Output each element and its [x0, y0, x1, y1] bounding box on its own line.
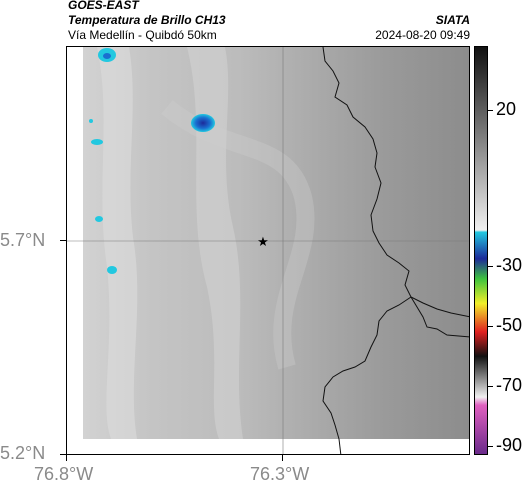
cloud-streak	[161, 99, 315, 370]
colorbar-label-minus70: -70	[496, 375, 523, 395]
lat-tick-5-7	[60, 240, 66, 241]
lat-label-5-2: 5.2°N	[0, 443, 46, 463]
convective-cell-1	[191, 114, 215, 132]
lat-tick-5-2	[60, 454, 66, 455]
convective-cell-4	[95, 216, 103, 222]
agency-label: SIATA	[435, 13, 470, 27]
satellite-map[interactable]: ★	[66, 46, 470, 455]
lon-label-76-3: 76.3°W	[250, 464, 310, 484]
department-boundary-branch	[410, 296, 469, 338]
lat-label-5-7: 5.7°N	[0, 230, 46, 250]
product-title: Temperatura de Brillo CH13	[68, 13, 226, 27]
colorbar-label-minus50: -50	[496, 315, 523, 335]
colorbar-tick-minus30	[488, 266, 493, 267]
colorbar-tick-20	[488, 110, 493, 111]
convective-cell-6	[89, 119, 93, 123]
colorbar	[474, 46, 488, 455]
colorbar-tick-minus90	[488, 446, 493, 447]
lon-tick-76-3	[282, 455, 283, 461]
colorbar-tick-minus50	[488, 326, 493, 327]
star-icon: ★	[257, 235, 269, 250]
route-subtitle: Vía Medellín - Quibdó 50km	[68, 28, 217, 42]
lon-tick-76-8	[66, 455, 67, 461]
colorbar-svg	[475, 47, 487, 454]
cloud-band-west	[97, 47, 138, 439]
datetime-label: 2024-08-20 09:49	[375, 28, 470, 42]
colorbar-tick-minus70	[488, 386, 493, 387]
satellite-title: GOES-EAST	[68, 0, 139, 12]
convective-cell-5	[107, 266, 117, 274]
colorbar-label-20: 20	[496, 99, 517, 119]
map-svg: ★	[67, 47, 469, 454]
brightness-field	[83, 47, 469, 439]
convective-cell-2-core	[103, 53, 111, 59]
lon-label-76-8: 76.8°W	[34, 464, 94, 484]
colorbar-gradient	[475, 47, 487, 454]
cloud-band-center	[187, 47, 243, 439]
colorbar-label-minus90: -90	[496, 435, 523, 455]
department-boundary-south	[322, 296, 412, 454]
convective-cell-3	[91, 139, 103, 145]
colorbar-label-minus30: -30	[496, 255, 523, 275]
